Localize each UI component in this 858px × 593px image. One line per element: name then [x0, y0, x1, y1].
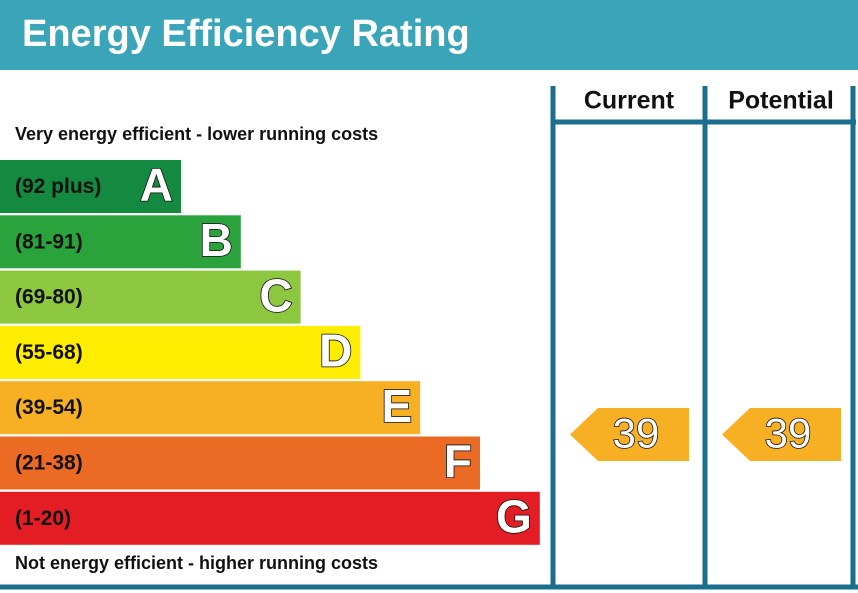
- top-label: Very energy efficient - lower running co…: [15, 124, 378, 144]
- bottom-label: Not energy efficient - higher running co…: [15, 553, 378, 573]
- band-range: (1-20): [15, 507, 71, 530]
- column-header: Potential: [728, 87, 834, 115]
- title: Energy Efficiency Rating: [22, 13, 470, 55]
- band-range: (92 plus): [15, 175, 101, 198]
- rating-value: 39: [765, 410, 812, 457]
- rating-value: 39: [613, 410, 660, 457]
- band-range: (69-80): [15, 286, 83, 309]
- band-letter: F: [444, 435, 472, 487]
- band: [0, 160, 181, 213]
- band-letter: A: [140, 159, 173, 211]
- band-range: (81-91): [15, 230, 83, 253]
- band-range: (39-54): [15, 396, 83, 419]
- band: [0, 325, 361, 379]
- band-letter: G: [496, 490, 532, 542]
- band-letter: B: [200, 214, 233, 266]
- band-letter: C: [259, 269, 292, 321]
- band: [0, 270, 301, 324]
- band: [0, 436, 480, 490]
- column-header: Current: [584, 87, 675, 115]
- band-letter: D: [319, 325, 352, 377]
- band: [0, 491, 540, 545]
- band: [0, 381, 421, 435]
- header-bar: [0, 0, 858, 70]
- band-range: (55-68): [15, 341, 83, 364]
- band-range: (21-38): [15, 452, 83, 475]
- band: [0, 215, 241, 269]
- rating-arrow: [570, 408, 689, 461]
- band-letter: E: [382, 380, 413, 432]
- rating-arrow: [722, 408, 841, 461]
